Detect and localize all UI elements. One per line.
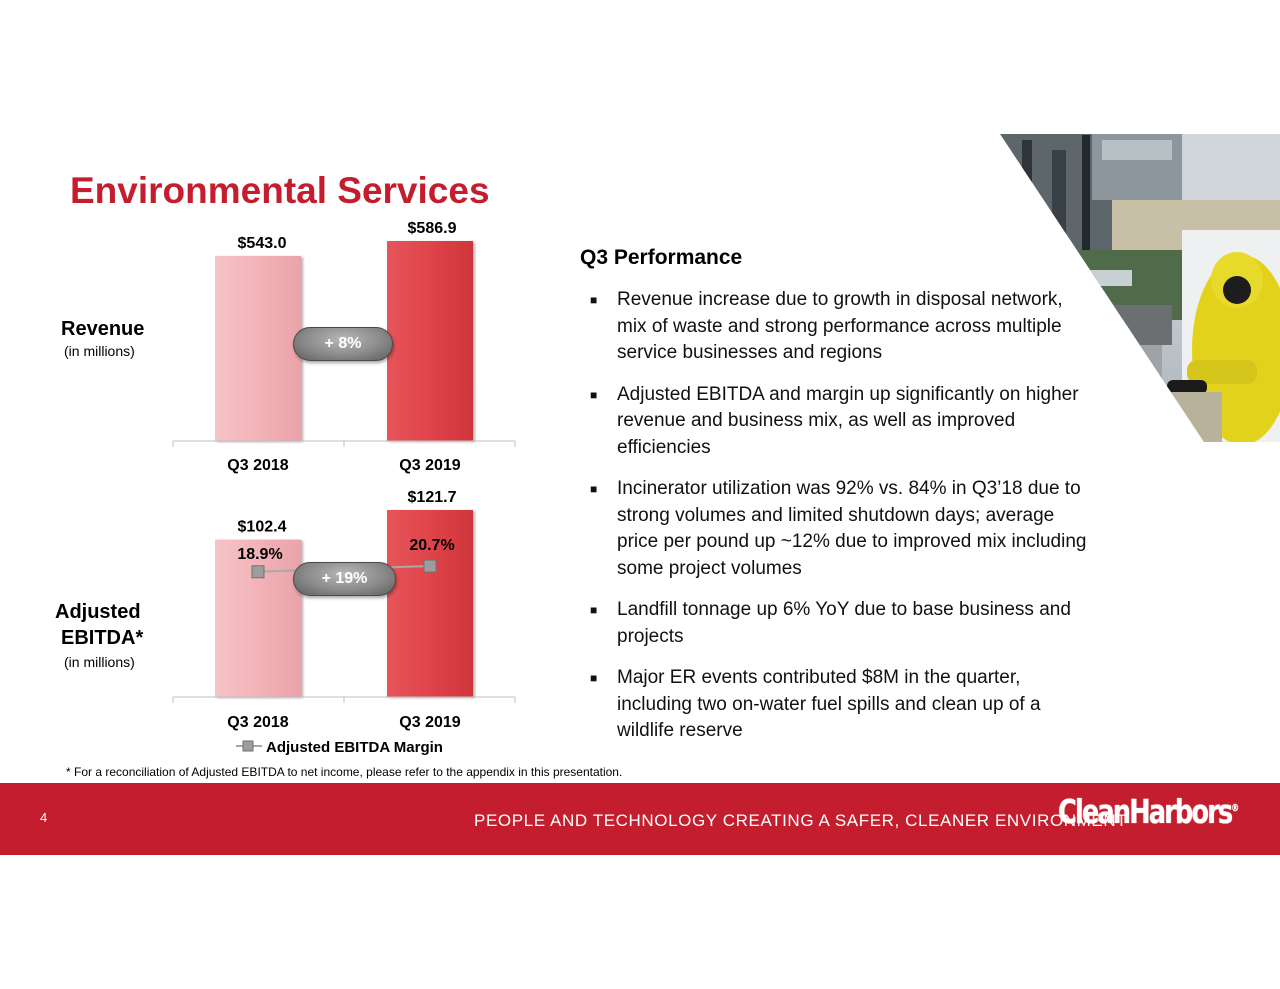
x-tick-label: Q3 2018 (227, 714, 288, 731)
ebitda-row-label-line1: Adjusted (55, 601, 141, 623)
performance-bullet: ■ Revenue increase due to growth in dispo… (588, 287, 1088, 367)
data-label: $543.0 (238, 235, 287, 252)
margin-point (251, 565, 265, 579)
square-bullet-icon: ■ (590, 603, 598, 617)
x-tick-label: Q3 2019 (399, 457, 460, 474)
square-bullet-icon: ■ (590, 482, 598, 496)
footer-tagline: PEOPLE AND TECHNOLOGY CREATING A SAFER, … (474, 811, 1128, 830)
ebitda-row-label-line2: EBITDA* (61, 627, 144, 649)
legend-marker (242, 740, 254, 752)
bar (215, 255, 301, 441)
charts-canvas: $543.0 Q3 2018 $586.9 Q3 2019 $102.4 Q3 2018 $… (172, 220, 516, 756)
square-bullet-icon: ■ (590, 293, 598, 307)
ebitda-growth-badge: + 19% (293, 562, 396, 596)
footer-bar (0, 783, 1280, 855)
facility-worker-photo (1000, 134, 1280, 442)
square-bullet-icon: ■ (590, 387, 598, 402)
revenue-row-label: Revenue (61, 318, 145, 340)
performance-bullet-text: Major ER events contributed $8M in the q… (617, 667, 1041, 741)
margin-point (423, 559, 437, 573)
bar (215, 539, 301, 697)
bar (387, 510, 473, 697)
performance-bullet: ■ Landfill tonnage up 6% YoY due to base … (588, 597, 1088, 650)
performance-heading: Q3 Performance (580, 246, 743, 269)
performance-bullet-list: ■ Revenue increase due to growth in dispo… (588, 287, 1088, 760)
performance-bullet: ■ Incinerator utilization was 92% vs. 84%… (588, 476, 1088, 582)
margin-label: 18.9% (237, 546, 282, 563)
margin-label: 20.7% (409, 537, 454, 554)
performance-bullet-text: Incinerator utilization was 92% vs. 84% … (617, 478, 1087, 579)
revenue-growth-badge: + 8% (293, 327, 393, 361)
footnote: * For a reconciliation of Adjusted EBITD… (66, 765, 623, 779)
registered-mark: ® (1231, 803, 1239, 814)
logo-wordmark: CleanHarbors (1058, 792, 1233, 831)
ebitda-row-sublabel: (in millions) (64, 654, 135, 670)
legend-entry: Adjusted EBITDA Margin (266, 739, 443, 756)
data-label: $102.4 (238, 519, 287, 536)
performance-bullet: ■ Major ER events contributed $8M in the … (588, 665, 1088, 745)
x-tick-label: Q3 2019 (399, 714, 460, 731)
data-label: $586.9 (408, 220, 457, 237)
revenue-row-sublabel: (in millions) (64, 343, 135, 359)
slide-title: Environmental Services (70, 170, 490, 211)
x-tick-label: Q3 2018 (227, 457, 288, 474)
data-label: $121.7 (408, 489, 457, 506)
square-bullet-icon: ■ (590, 671, 598, 685)
performance-bullet: ■ Adjusted EBITDA and margin up significa… (588, 382, 1088, 462)
performance-bullet-text: Adjusted EBITDA and margin up significan… (617, 383, 1079, 458)
performance-bullet-text: Revenue increase due to growth in dispos… (617, 289, 1063, 363)
bar (387, 241, 473, 441)
page-number: 4 (40, 810, 48, 825)
performance-bullet-text: Landfill tonnage up 6% YoY due to base b… (617, 599, 1071, 647)
clean-harbors-logo: CleanHarbors® (1058, 792, 1239, 831)
